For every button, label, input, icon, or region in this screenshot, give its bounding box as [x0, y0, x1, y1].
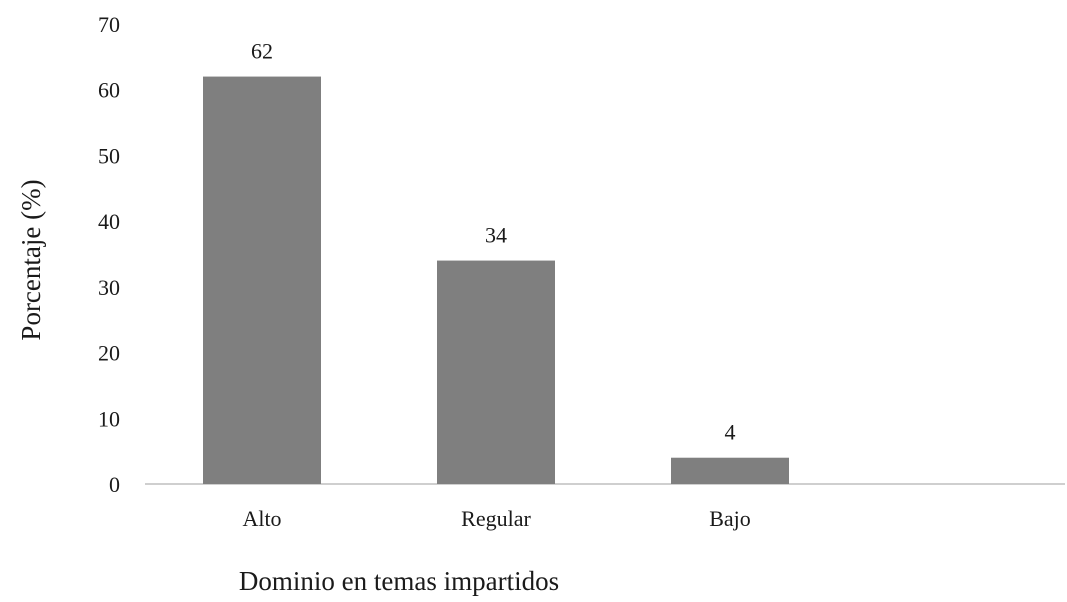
data-label-bajo: 4: [725, 420, 736, 445]
bar-bajo: [671, 457, 789, 484]
y-tick-label: 20: [98, 341, 120, 366]
y-axis-ticks: 0 10 20 30 40 50 60 70: [98, 12, 120, 497]
bar-regular: [437, 260, 555, 484]
y-tick-label: 70: [98, 12, 120, 37]
data-labels: 62 34 4: [251, 39, 736, 445]
y-tick-label: 60: [98, 78, 120, 103]
y-tick-label: 50: [98, 143, 120, 168]
y-tick-label: 0: [109, 472, 120, 497]
x-axis-title: Dominio en temas impartidos: [239, 566, 559, 596]
x-tick-label-regular: Regular: [461, 506, 531, 531]
data-label-regular: 34: [485, 223, 507, 248]
x-axis-category-labels: Alto Regular Bajo: [242, 506, 750, 531]
y-tick-label: 30: [98, 275, 120, 300]
y-tick-label: 10: [98, 406, 120, 431]
x-tick-label-bajo: Bajo: [709, 506, 751, 531]
data-label-alto: 62: [251, 39, 273, 64]
y-tick-label: 40: [98, 209, 120, 234]
bars: [203, 76, 789, 485]
x-tick-label-alto: Alto: [242, 506, 281, 531]
bar-alto: [203, 76, 321, 485]
y-axis-title: Porcentaje (%): [16, 179, 46, 340]
